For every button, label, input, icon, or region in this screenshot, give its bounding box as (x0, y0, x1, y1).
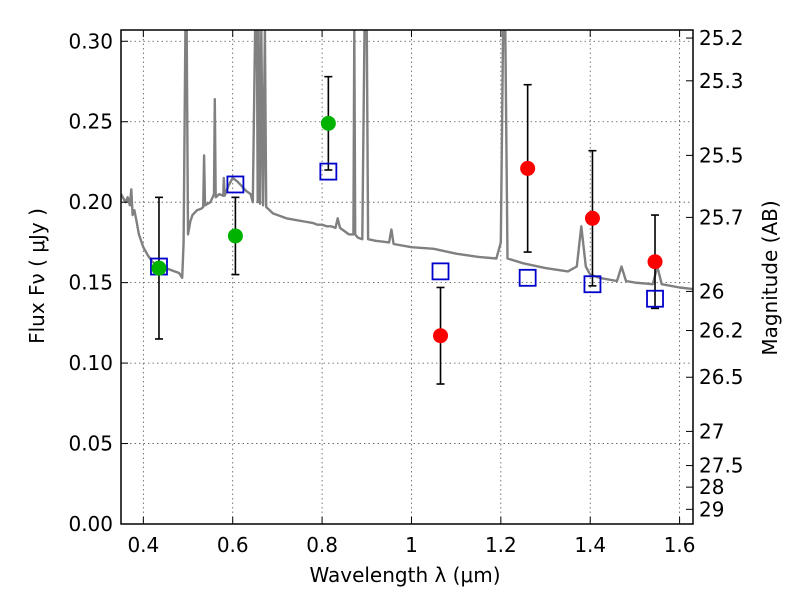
optical-flux-point (151, 260, 167, 276)
model-spectrum-line (121, 30, 693, 291)
mag-tick-label: 28 (699, 475, 724, 499)
y-tick-label: 0.10 (68, 351, 113, 375)
mag-tick-label: 25.3 (699, 69, 744, 93)
optical-flux-point (320, 115, 336, 131)
y-axis-label: Flux Fν ( μJy ) (25, 208, 49, 344)
x-tick-label: 1.2 (485, 533, 517, 557)
nir-flux-point (647, 254, 663, 270)
x-tick-label: 1.4 (574, 533, 606, 557)
mag-tick-label: 25.7 (699, 205, 744, 229)
y-tick-label: 0.25 (68, 110, 113, 134)
data-markers (150, 115, 664, 344)
model-photometry-point (518, 268, 537, 287)
y-tick-label: 0.20 (68, 190, 113, 214)
grid (121, 30, 693, 525)
nir-flux-point (520, 160, 536, 176)
mag-tick-label: 26.2 (699, 319, 744, 343)
model-photometry-point (646, 289, 664, 308)
y-tick-label: 0.00 (68, 512, 113, 536)
mag-tick-label: 25.2 (699, 26, 744, 50)
y-tick-label: 0.30 (68, 29, 113, 53)
plot-frame (120, 29, 694, 525)
mag-tick-label: 26.5 (699, 365, 744, 389)
optical-flux-point (227, 228, 243, 244)
model-photometry-point (319, 162, 338, 181)
mag-tick-label: 29 (699, 497, 724, 521)
model-photometry-point (226, 175, 245, 194)
mag-tick-label: 27 (699, 419, 724, 443)
model-photometry-point (583, 275, 602, 294)
mag-tick-label: 25.5 (699, 143, 744, 167)
x-axis-label: Wavelength λ (μm) (309, 563, 500, 587)
nir-flux-point (584, 210, 600, 226)
x-tick-label: 0.4 (127, 533, 159, 557)
y2-axis-label: Magnitude (AB) (758, 200, 782, 355)
x-tick-label: 0.6 (217, 533, 249, 557)
mag-tick-label: 27.5 (699, 454, 744, 478)
axis-ticks: 0.4 0.6 0.8 1 1.2 1.4 1.6 0.00 0.05 0.10 0.15 0.20 0… (68, 26, 743, 557)
mag-tick-label: 26 (699, 279, 724, 303)
model-spectrum (121, 30, 693, 291)
y-tick-label: 0.05 (68, 432, 113, 456)
x-tick-label: 0.8 (306, 533, 338, 557)
y-tick-label: 0.15 (68, 271, 113, 295)
model-photometry-point (431, 262, 450, 281)
x-tick-label: 1 (405, 533, 418, 557)
x-tick-label: 1.6 (664, 533, 696, 557)
nir-flux-point (433, 328, 449, 344)
